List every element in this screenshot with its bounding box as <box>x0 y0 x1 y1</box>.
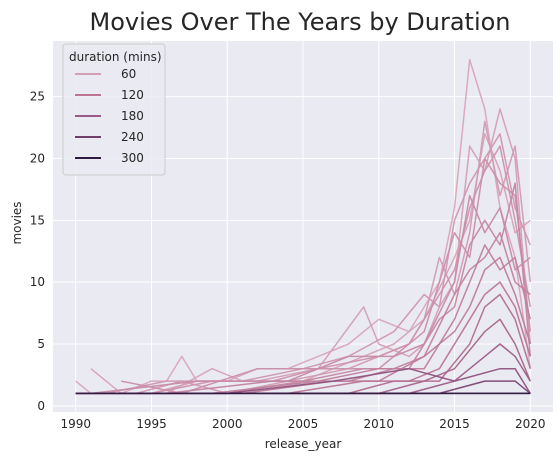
x-tick-labels: 1990 1995 2000 2005 2010 2015 2020 <box>60 417 545 431</box>
legend-label-180: 180 <box>121 109 144 123</box>
legend-label-60: 60 <box>121 67 136 81</box>
series-line-60 <box>75 58 532 395</box>
series-line-110 <box>166 231 531 395</box>
x-tick-label: 2005 <box>288 417 319 431</box>
x-tick-label: 1990 <box>60 417 91 431</box>
y-tick-label: 15 <box>30 213 45 227</box>
x-tick-label: 2020 <box>515 417 546 431</box>
y-tick-label: 5 <box>37 337 45 351</box>
legend-label-240: 240 <box>121 130 144 144</box>
series-line-95 <box>121 157 532 395</box>
y-axis-label: movies <box>10 201 24 244</box>
series-line-150 <box>303 318 531 395</box>
series-line-115 <box>212 244 532 395</box>
series-lines <box>75 58 532 395</box>
chart-title: Movies Over The Years by Duration <box>89 8 510 36</box>
series-line-120 <box>242 256 532 395</box>
x-tick-label: 2010 <box>363 417 394 431</box>
x-tick-label: 2015 <box>439 417 470 431</box>
legend-box <box>62 43 166 176</box>
legend-label-300: 300 <box>121 151 144 165</box>
y-tick-label: 25 <box>30 90 45 104</box>
y-tick-label: 0 <box>37 399 45 413</box>
series-line-180 <box>75 367 531 395</box>
legend-title: duration (mins) <box>69 50 162 64</box>
series-line-105 <box>136 182 532 395</box>
x-tick-label: 1995 <box>136 417 167 431</box>
y-tick-label: 10 <box>30 275 45 289</box>
series-line-125 <box>287 281 532 395</box>
legend: duration (mins) 60 120 180 240 300 <box>62 43 166 176</box>
y-tick-label: 20 <box>30 151 45 165</box>
series-line-135 <box>257 293 532 395</box>
y-tick-labels: 0 5 10 15 20 25 <box>30 90 45 413</box>
series-line-85 <box>105 133 531 395</box>
x-tick-label: 2000 <box>212 417 243 431</box>
x-axis-label: release_year <box>265 437 342 451</box>
legend-label-120: 120 <box>121 88 144 102</box>
